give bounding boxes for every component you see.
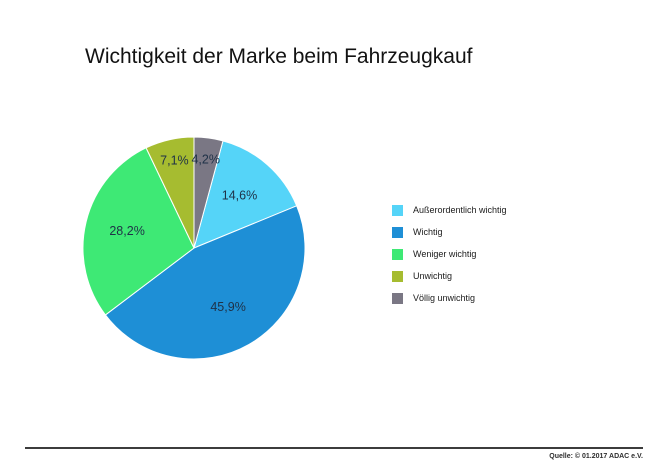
pie-slice-label: 45,9%	[210, 300, 245, 314]
legend-item: Völlig unwichtig	[392, 293, 507, 304]
pie-slice-label: 7,1%	[160, 154, 189, 168]
legend-swatch	[392, 271, 403, 282]
legend-swatch	[392, 227, 403, 238]
pie-slice	[193, 136, 224, 249]
legend-swatch	[392, 205, 403, 216]
legend: Außerordentlich wichtig Wichtig Weniger wi…	[392, 205, 507, 304]
pie-slice-label: 14,6%	[222, 189, 257, 203]
pie-slice-label: 4,2%	[191, 152, 220, 166]
legend-item: Außerordentlich wichtig	[392, 205, 507, 216]
chart-title: Wichtigkeit der Marke beim Fahrzeugkauf	[85, 45, 473, 68]
legend-label: Weniger wichtig	[413, 249, 477, 259]
legend-label: Völlig unwichtig	[413, 293, 476, 303]
legend-label: Wichtig	[413, 227, 443, 237]
pie-slice-label: 28,2%	[109, 224, 144, 238]
legend-item: Weniger wichtig	[392, 249, 507, 260]
pie-slice	[193, 140, 298, 249]
footer-divider	[25, 447, 643, 449]
source-text: Quelle: © 01.2017 ADAC e.V.	[549, 453, 643, 460]
legend-item: Unwichtig	[392, 271, 507, 282]
legend-label: Außerordentlich wichtig	[413, 205, 507, 215]
legend-swatch	[392, 293, 403, 304]
legend-item: Wichtig	[392, 227, 507, 238]
legend-label: Unwichtig	[413, 271, 453, 281]
pie-slice	[104, 205, 306, 360]
pie-slice	[82, 147, 195, 316]
legend-swatch	[392, 249, 403, 260]
